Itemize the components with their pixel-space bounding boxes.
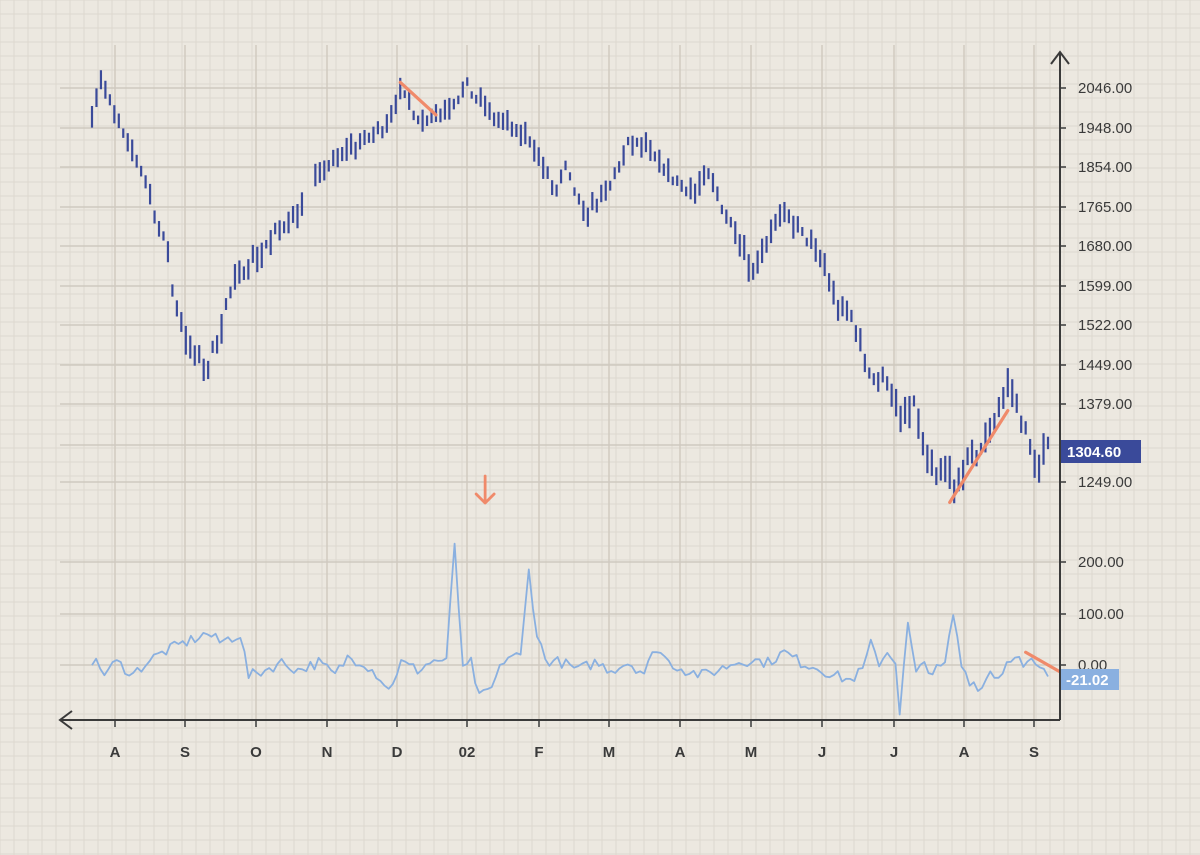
price-y-tick-label: 1599.00	[1078, 278, 1132, 295]
x-ticks: A S O N D 02 F M A M J J A S	[110, 720, 1039, 761]
price-y-tick-label: 1765.00	[1078, 199, 1132, 216]
x-tick-label: 02	[459, 744, 476, 761]
x-tick-label: S	[180, 744, 190, 761]
x-tick-label: J	[890, 744, 898, 761]
x-tick-label: A	[110, 744, 121, 761]
price-value-label: 1304.60	[1067, 444, 1121, 461]
x-tick-label: A	[675, 744, 686, 761]
oscillator-y-tick-label: 200.00	[1078, 554, 1124, 571]
x-tick-label: O	[250, 744, 262, 761]
price-y-tick-label: 1680.00	[1078, 238, 1132, 255]
x-tick-label: F	[534, 744, 543, 761]
oscillator-value-badge	[1061, 669, 1119, 690]
x-axis-arrow-icon	[58, 710, 73, 730]
major-grid	[60, 45, 1060, 720]
price-value-badge	[1061, 440, 1141, 463]
price-y-tick-label: 1249.00	[1078, 474, 1132, 491]
oscillator-line	[91, 542, 1049, 716]
price-y-tick-label: 1948.00	[1078, 120, 1132, 137]
x-tick-label: S	[1029, 744, 1039, 761]
x-tick-label: J	[818, 744, 826, 761]
x-tick-label: A	[959, 744, 970, 761]
oscillator-y-tick-label: 100.00	[1078, 606, 1124, 623]
trend-line-annotation	[948, 409, 1010, 504]
price-y-tick-label: 2046.00	[1078, 80, 1132, 97]
price-y-tick-label: 1449.00	[1078, 357, 1132, 374]
x-tick-label: D	[392, 744, 403, 761]
price-bars	[90, 70, 1050, 504]
oscillator-value-label: -21.02	[1066, 672, 1109, 689]
value-badges: 1304.60 -21.02	[1061, 440, 1141, 690]
x-tick-label: N	[322, 744, 333, 761]
oscillator-series-line	[91, 542, 1049, 716]
y-ticks: 2046.00 1948.00 1854.00 1765.00 1680.00 1599.…	[1060, 80, 1132, 674]
x-tick-label: M	[745, 744, 758, 761]
down-arrow-icon	[474, 474, 496, 505]
price-y-tick-label: 1854.00	[1078, 159, 1132, 176]
y-axis-arrow-icon	[1050, 50, 1070, 65]
trend-line-annotation	[398, 80, 438, 117]
x-tick-label: M	[603, 744, 616, 761]
price-y-tick-label: 1522.00	[1078, 317, 1132, 334]
price-y-tick-label: 1379.00	[1078, 396, 1132, 413]
